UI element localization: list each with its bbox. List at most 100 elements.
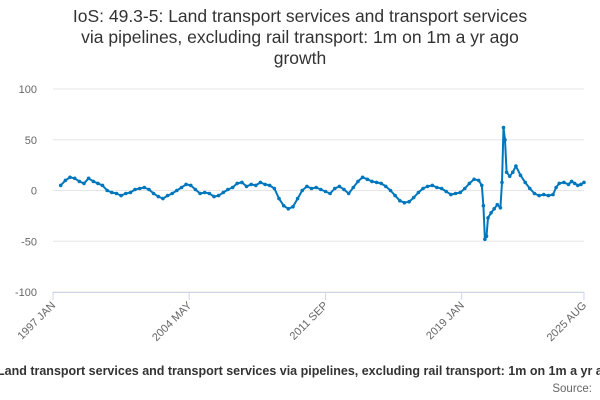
data-point[interactable] <box>492 207 497 211</box>
data-point[interactable] <box>202 190 207 195</box>
data-point[interactable] <box>281 203 286 208</box>
data-point[interactable] <box>528 186 532 191</box>
data-point[interactable] <box>184 182 188 187</box>
data-point[interactable] <box>212 194 216 199</box>
data-point[interactable] <box>569 179 574 184</box>
data-point[interactable] <box>342 187 346 192</box>
data-point[interactable] <box>151 191 156 196</box>
data-point[interactable] <box>402 200 407 205</box>
data-point[interactable] <box>551 192 555 197</box>
data-point[interactable] <box>435 185 439 190</box>
data-point[interactable] <box>546 193 551 198</box>
data-point[interactable] <box>189 183 193 188</box>
data-point[interactable] <box>463 186 467 191</box>
data-point[interactable] <box>254 183 258 188</box>
data-point[interactable] <box>501 125 506 130</box>
data-point[interactable] <box>319 187 323 192</box>
data-point[interactable] <box>458 190 463 195</box>
data-point[interactable] <box>449 192 453 197</box>
data-point[interactable] <box>411 195 416 200</box>
data-point[interactable] <box>207 191 212 196</box>
data-point[interactable] <box>393 193 397 198</box>
data-point[interactable] <box>244 184 249 189</box>
data-point[interactable] <box>91 179 96 184</box>
data-point[interactable] <box>576 183 580 188</box>
data-point[interactable] <box>444 189 449 194</box>
data-point[interactable] <box>557 181 561 186</box>
data-point[interactable] <box>58 183 63 188</box>
data-point[interactable] <box>96 181 100 186</box>
data-point[interactable] <box>249 182 253 187</box>
data-point[interactable] <box>137 186 142 191</box>
data-point[interactable] <box>351 185 356 190</box>
data-point[interactable] <box>374 180 379 185</box>
data-point[interactable] <box>300 188 305 193</box>
data-point[interactable] <box>235 181 239 186</box>
data-point[interactable] <box>346 191 351 196</box>
data-point[interactable] <box>337 184 342 189</box>
data-point[interactable] <box>110 190 114 195</box>
data-point[interactable] <box>484 234 489 238</box>
data-point[interactable] <box>170 191 174 196</box>
data-point[interactable] <box>309 186 314 191</box>
data-point[interactable] <box>365 177 370 182</box>
data-point[interactable] <box>503 138 507 142</box>
data-point[interactable] <box>240 180 244 185</box>
data-point[interactable] <box>333 186 337 191</box>
data-point[interactable] <box>291 204 295 209</box>
data-point[interactable] <box>439 186 444 191</box>
data-point[interactable] <box>481 203 486 208</box>
data-point[interactable] <box>579 182 583 187</box>
data-point[interactable] <box>430 183 435 188</box>
data-point[interactable] <box>142 185 147 190</box>
data-point[interactable] <box>421 186 425 191</box>
data-point[interactable] <box>198 191 202 196</box>
data-point[interactable] <box>295 196 300 201</box>
data-point[interactable] <box>476 178 481 183</box>
data-point[interactable] <box>582 180 586 185</box>
data-point[interactable] <box>221 190 226 195</box>
data-point[interactable] <box>314 185 319 190</box>
data-point[interactable] <box>495 202 500 207</box>
data-point[interactable] <box>472 177 476 182</box>
data-point[interactable] <box>128 190 133 195</box>
data-point[interactable] <box>179 185 184 190</box>
data-point[interactable] <box>379 181 384 186</box>
data-point[interactable] <box>100 183 105 188</box>
data-point[interactable] <box>541 192 546 197</box>
data-point[interactable] <box>147 187 151 192</box>
data-point[interactable] <box>498 206 503 210</box>
data-point[interactable] <box>489 211 493 215</box>
data-point[interactable] <box>486 216 490 220</box>
data-point[interactable] <box>77 179 82 184</box>
data-point[interactable] <box>453 191 458 196</box>
data-point[interactable] <box>532 191 537 196</box>
data-point[interactable] <box>514 164 518 168</box>
data-point[interactable] <box>277 196 281 201</box>
data-point[interactable] <box>272 186 277 191</box>
data-point[interactable] <box>105 188 109 193</box>
data-point[interactable] <box>523 180 527 185</box>
data-point[interactable] <box>72 176 77 181</box>
data-point[interactable] <box>86 176 91 181</box>
data-point[interactable] <box>124 191 128 196</box>
data-point[interactable] <box>370 179 374 184</box>
data-point[interactable] <box>323 189 328 194</box>
data-point[interactable] <box>554 185 558 190</box>
data-point[interactable] <box>562 180 566 185</box>
data-point[interactable] <box>226 187 230 192</box>
data-point[interactable] <box>286 207 291 211</box>
data-point[interactable] <box>467 181 472 186</box>
data-point[interactable] <box>305 184 309 189</box>
data-point[interactable] <box>388 188 393 193</box>
data-point[interactable] <box>82 181 86 186</box>
data-point[interactable] <box>504 170 509 174</box>
data-point[interactable] <box>161 196 165 201</box>
data-point[interactable] <box>483 237 487 241</box>
data-point[interactable] <box>263 182 267 187</box>
data-point[interactable] <box>500 180 504 185</box>
data-point[interactable] <box>165 193 170 198</box>
data-point[interactable] <box>507 174 512 179</box>
data-point[interactable] <box>537 193 541 198</box>
data-point[interactable] <box>518 173 523 178</box>
